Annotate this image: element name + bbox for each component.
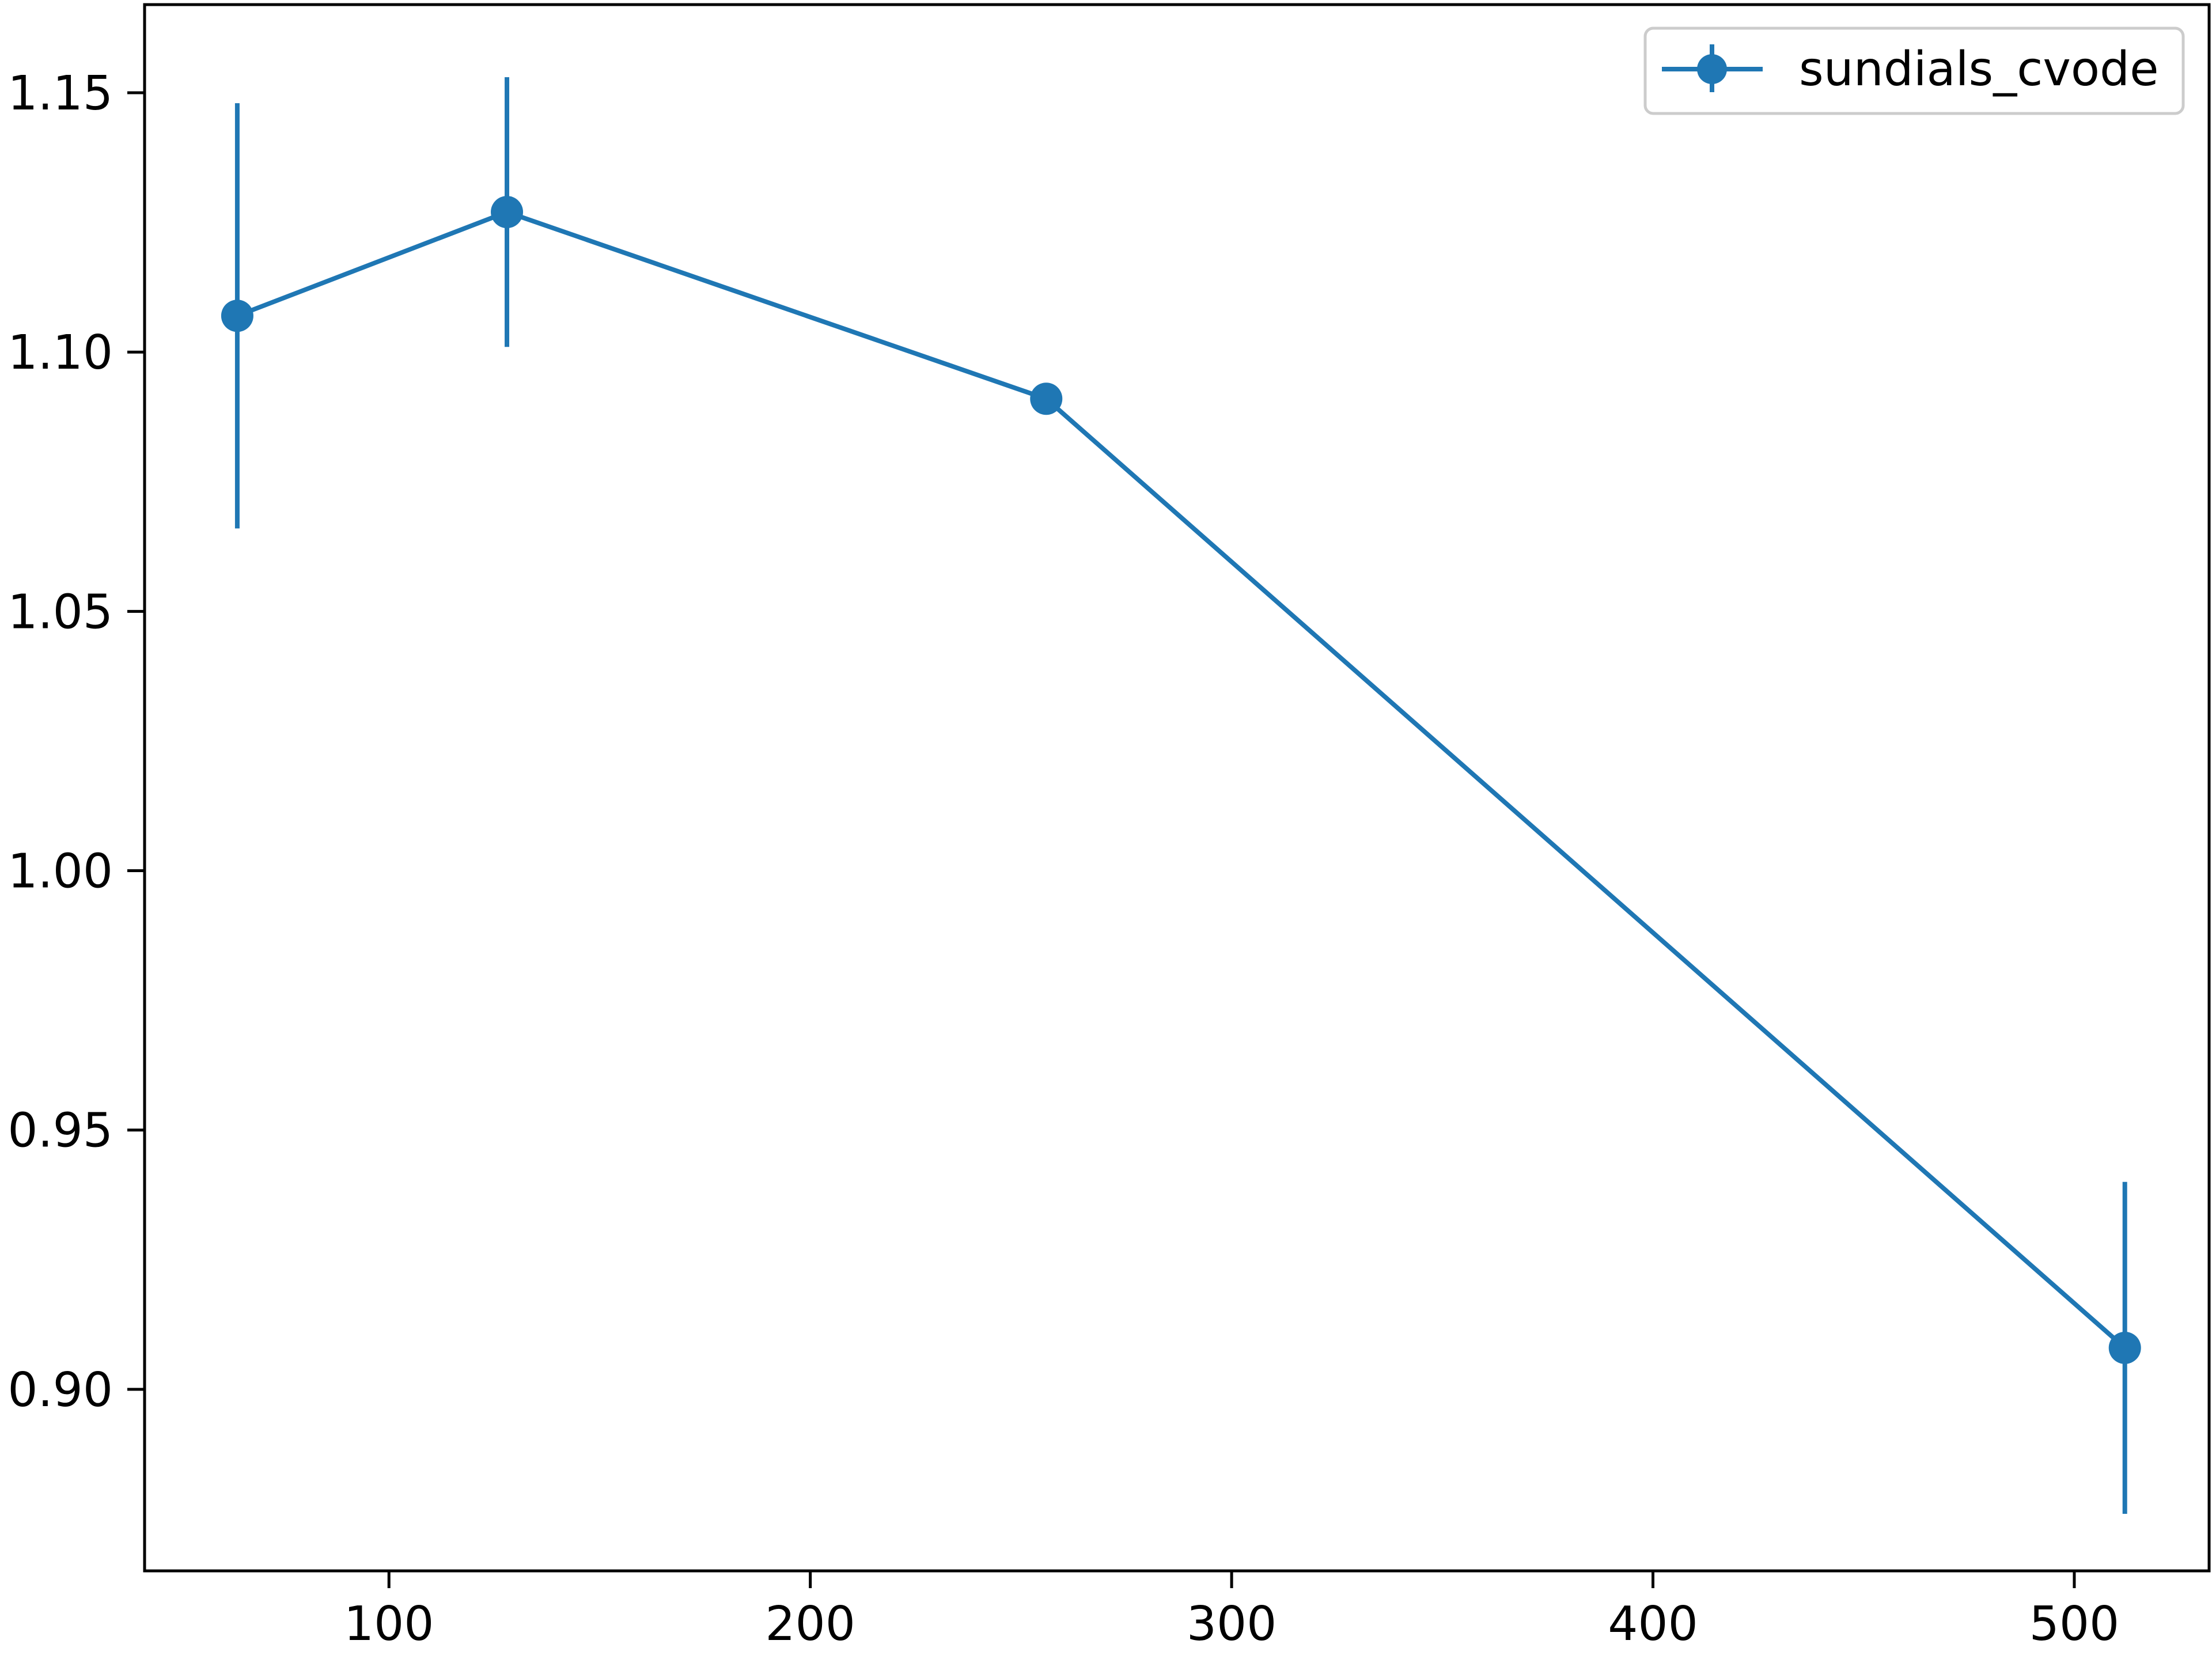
- data-point-256: [1030, 382, 1063, 415]
- y-tick-label-1.00: 1.00: [7, 844, 113, 899]
- y-tick-label-0.95: 0.95: [7, 1104, 113, 1158]
- y-tick-label-0.90: 0.90: [7, 1363, 113, 1418]
- data-point-128: [491, 196, 524, 229]
- legend-marker-sample: [1697, 54, 1727, 84]
- series-line-0: [234, 210, 2127, 1350]
- x-tick-label-300: 300: [1187, 1597, 1277, 1652]
- legend-box: [1643, 26, 2185, 115]
- plot-frame: [143, 3, 2211, 1573]
- x-tick-label-200: 200: [765, 1597, 855, 1652]
- y-tick-label-1.15: 1.15: [7, 66, 113, 121]
- y-tick-label-1.05: 1.05: [7, 585, 113, 639]
- data-point-512: [2108, 1331, 2141, 1364]
- legend-label: sundials_cvode: [1799, 42, 2159, 97]
- legend: sundials_cvode: [1643, 26, 2185, 115]
- y-tick-label-1.10: 1.10: [7, 325, 113, 380]
- plot-layer: [221, 77, 2141, 1514]
- x-tick-label-100: 100: [344, 1597, 434, 1652]
- x-tick-label-400: 400: [1608, 1597, 1698, 1652]
- axes-layer: 100 200 300 400 500 0.90 0.95 1.00 1.05 1.10 1.15: [7, 3, 2211, 1652]
- data-point-64: [221, 300, 253, 332]
- x-tick-label-500: 500: [2029, 1597, 2120, 1652]
